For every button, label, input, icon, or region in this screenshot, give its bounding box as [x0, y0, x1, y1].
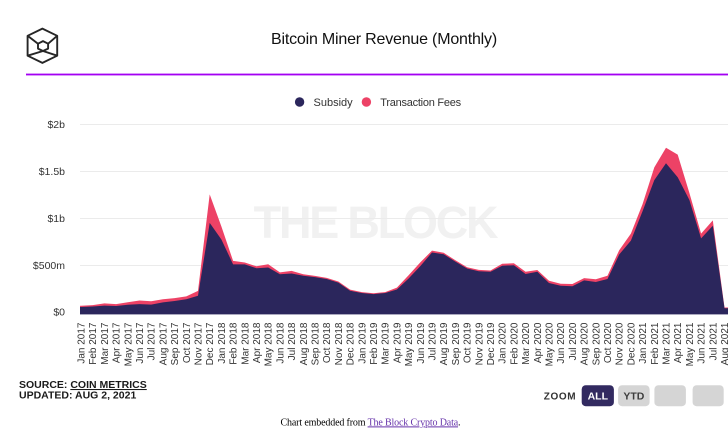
svg-text:Aug 2017: Aug 2017 [158, 322, 169, 365]
svg-text:Jul 2021: Jul 2021 [708, 322, 719, 360]
svg-text:$500m: $500m [33, 260, 65, 272]
svg-text:Feb 2018: Feb 2018 [229, 322, 240, 365]
svg-text:Mar 2020: Mar 2020 [521, 322, 532, 365]
svg-text:$2b: $2b [47, 119, 65, 131]
svg-text:Mar 2021: Mar 2021 [662, 322, 673, 365]
svg-text:Apr 2017: Apr 2017 [112, 322, 123, 363]
svg-text:May 2021: May 2021 [685, 322, 696, 366]
svg-text:Apr 2018: Apr 2018 [252, 322, 263, 363]
svg-text:YTD: YTD [623, 390, 644, 402]
svg-text:Feb 2017: Feb 2017 [88, 322, 99, 365]
svg-text:Apr 2020: Apr 2020 [533, 322, 544, 363]
svg-text:Oct 2020: Oct 2020 [603, 322, 614, 363]
svg-text:Jun 2019: Jun 2019 [416, 322, 427, 364]
svg-text:Aug 2019: Aug 2019 [439, 322, 450, 365]
svg-text:Sep 2019: Sep 2019 [451, 322, 462, 365]
svg-text:Apr 2019: Apr 2019 [392, 322, 403, 363]
svg-text:May 2017: May 2017 [123, 322, 134, 366]
svg-text:Sep 2020: Sep 2020 [591, 322, 602, 365]
svg-text:Aug 2020: Aug 2020 [580, 322, 591, 365]
svg-text:Jan 2017: Jan 2017 [77, 322, 88, 364]
svg-text:Dec 2018: Dec 2018 [346, 322, 357, 365]
svg-text:Nov 2017: Nov 2017 [194, 322, 205, 365]
svg-text:Mar 2018: Mar 2018 [240, 322, 251, 365]
svg-text:$1.5b: $1.5b [39, 166, 65, 178]
svg-text:Feb 2020: Feb 2020 [509, 322, 520, 365]
svg-text:ALL: ALL [588, 390, 609, 402]
svg-text:Jun 2017: Jun 2017 [135, 322, 146, 364]
svg-text:Sep 2017: Sep 2017 [170, 322, 181, 365]
svg-text:Dec 2017: Dec 2017 [205, 322, 216, 365]
svg-text:Nov 2019: Nov 2019 [474, 322, 485, 365]
svg-text:Jun 2021: Jun 2021 [697, 322, 708, 364]
svg-text:SOURCE: COIN METRICS: SOURCE: COIN METRICS [19, 379, 147, 391]
svg-text:Apr 2021: Apr 2021 [673, 322, 684, 363]
svg-text:Dec 2019: Dec 2019 [486, 322, 497, 365]
svg-text:Jul 2017: Jul 2017 [147, 322, 158, 360]
svg-text:Chart embedded from The Block: Chart embedded from The Block Crypto Dat… [281, 417, 461, 428]
svg-text:THE BLOCK: THE BLOCK [254, 197, 499, 248]
svg-text:Aug 2021: Aug 2021 [720, 322, 728, 365]
svg-text:Nov 2018: Nov 2018 [334, 322, 345, 365]
svg-text:Jan 2019: Jan 2019 [357, 322, 368, 364]
svg-text:Oct 2018: Oct 2018 [322, 322, 333, 363]
svg-text:Feb 2021: Feb 2021 [650, 322, 661, 365]
svg-text:Nov 2020: Nov 2020 [615, 322, 626, 365]
svg-text:Mar 2017: Mar 2017 [100, 322, 111, 365]
svg-text:Jan 2018: Jan 2018 [217, 322, 228, 364]
svg-text:ZOOM: ZOOM [544, 392, 576, 403]
svg-text:Jan 2021: Jan 2021 [638, 322, 649, 364]
svg-text:Jul 2018: Jul 2018 [287, 322, 298, 360]
svg-text:$0: $0 [53, 307, 65, 319]
svg-text:Dec 2020: Dec 2020 [626, 322, 637, 365]
svg-text:Sep 2018: Sep 2018 [311, 322, 322, 365]
svg-text:Jul 2019: Jul 2019 [428, 322, 439, 360]
svg-text:May 2018: May 2018 [264, 322, 275, 366]
svg-text:Jan 2020: Jan 2020 [498, 322, 509, 364]
svg-text:May 2020: May 2020 [545, 322, 556, 366]
svg-text:Bitcoin Miner Revenue (Monthly: Bitcoin Miner Revenue (Monthly) [271, 31, 497, 48]
svg-text:Subsidy: Subsidy [314, 97, 354, 109]
svg-text:UPDATED: AUG 2, 2021: UPDATED: AUG 2, 2021 [19, 390, 136, 402]
svg-text:Transaction Fees: Transaction Fees [380, 97, 461, 109]
svg-text:Jul 2020: Jul 2020 [568, 322, 579, 360]
svg-text:Jun 2018: Jun 2018 [275, 322, 286, 364]
svg-text:May 2019: May 2019 [404, 322, 415, 366]
svg-text:Aug 2018: Aug 2018 [299, 322, 310, 365]
svg-text:$1b: $1b [47, 213, 65, 225]
svg-text:Oct 2017: Oct 2017 [182, 322, 193, 363]
svg-text:Oct 2019: Oct 2019 [463, 322, 474, 363]
svg-text:Jun 2020: Jun 2020 [556, 322, 567, 364]
svg-text:Mar 2019: Mar 2019 [381, 322, 392, 365]
svg-text:Feb 2019: Feb 2019 [369, 322, 380, 365]
